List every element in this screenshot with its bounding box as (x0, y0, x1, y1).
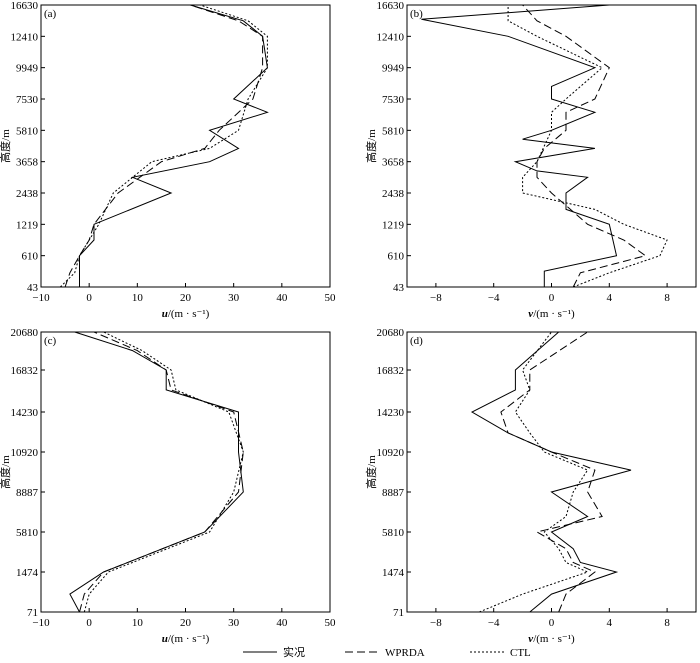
y-tick-label: 1474 (382, 567, 405, 579)
y-tick-label: 610 (388, 251, 405, 263)
y-tick-label: 10920 (11, 447, 39, 459)
y-tick-label: 5810 (382, 527, 405, 539)
y-tick-label: 16832 (377, 365, 405, 377)
y-tick-label: 20680 (377, 327, 405, 339)
series-line-dotted (83, 331, 244, 613)
x-tick-label: −10 (32, 617, 50, 629)
y-tick-label: 16630 (11, 0, 39, 12)
y-tick-label: 5810 (16, 527, 39, 539)
plot-frame (40, 4, 331, 288)
panel-label: (a) (44, 8, 57, 20)
y-tick-label: 5810 (382, 125, 405, 137)
y-tick-label: 1474 (16, 567, 39, 579)
series-line-dashed (64, 4, 264, 288)
x-tick-label: 4 (607, 617, 613, 629)
y-axis-title: 高度/m (0, 129, 12, 163)
x-axis-title: v/(m · s⁻¹) (528, 633, 575, 645)
panel-3: −8 −4 0 4 8 71 1474 5810 8887 10920 14230 16832 2068… (364, 327, 697, 645)
series-line-solid (79, 4, 269, 287)
x-tick-label: −8 (430, 617, 442, 629)
series-line-dashed (500, 331, 603, 613)
y-tick-label: 43 (27, 282, 39, 294)
legend: 实况 WPRDA CTL (243, 645, 531, 659)
x-axis-title: v/(m · s⁻¹) (528, 308, 575, 320)
x-tick-label: 4 (607, 292, 613, 304)
x-tick-label: −4 (488, 292, 500, 304)
x-tick-label: 20 (180, 292, 192, 304)
plot-frame (406, 331, 697, 613)
x-tick-label: −8 (430, 292, 442, 304)
y-tick-label: 9949 (382, 63, 405, 75)
x-tick-label: 0 (549, 292, 555, 304)
y-tick-label: 20680 (11, 327, 39, 339)
x-tick-label: 10 (132, 617, 144, 629)
y-tick-label: 12410 (377, 31, 405, 43)
panel-label: (b) (410, 8, 423, 20)
y-tick-label: 8887 (382, 487, 405, 499)
y-tick-label: 16832 (11, 365, 39, 377)
x-tick-label: 30 (228, 292, 240, 304)
legend-label: WPRDA (385, 647, 425, 659)
legend-label: CTL (510, 647, 531, 659)
x-tick-label: 40 (276, 292, 288, 304)
x-tick-label: 50 (325, 292, 337, 304)
y-tick-label: 9949 (16, 63, 39, 75)
x-tick-label: 0 (86, 617, 92, 629)
plot-frame (406, 4, 697, 288)
x-tick-label: −10 (32, 292, 50, 304)
plot-frame (40, 331, 331, 613)
y-tick-label: 7530 (382, 94, 405, 106)
y-tick-label: 16630 (377, 0, 405, 12)
x-tick-label: 0 (86, 292, 92, 304)
series-line-solid (470, 331, 632, 613)
x-axis-title: u/(m · s⁻¹) (162, 633, 210, 645)
x-tick-label: 20 (180, 617, 192, 629)
y-tick-label: 1219 (16, 219, 39, 231)
y-tick-label: 610 (22, 251, 39, 263)
y-tick-label: 8887 (16, 487, 39, 499)
series-line-dashed (522, 4, 647, 288)
panel-1: −8 −4 0 4 8 43 610 1219 2438 3658 5810 7530 9949 1241… (364, 0, 697, 320)
y-tick-label: 1219 (382, 219, 405, 231)
y-tick-label: 7530 (16, 94, 39, 106)
legend-label: 实况 (283, 645, 305, 659)
y-tick-label: 2438 (16, 188, 39, 200)
series-line-dashed (79, 331, 244, 613)
y-tick-label: 2438 (382, 188, 405, 200)
panel-0: −10 0 10 20 30 40 50 43 610 1219 2438 3658 5810 7530 9… (0, 0, 336, 320)
x-tick-label: −4 (488, 617, 500, 629)
series-line-dotted (59, 4, 268, 288)
y-tick-label: 43 (393, 282, 405, 294)
panel-2: −10 0 10 20 30 40 50 71 1474 5810 8887 10920 14230 16… (0, 327, 336, 645)
panel-label: (c) (44, 335, 57, 347)
y-tick-label: 71 (27, 607, 38, 619)
x-tick-label: 0 (549, 617, 555, 629)
y-axis-title: 高度/m (0, 455, 12, 489)
x-tick-label: 50 (325, 617, 337, 629)
series-line-solid (69, 331, 244, 613)
x-tick-label: 40 (276, 617, 288, 629)
series-line-dotted (507, 5, 668, 288)
x-tick-label: 30 (228, 617, 240, 629)
y-axis-title: 高度/m (364, 129, 378, 163)
y-tick-label: 3658 (382, 157, 405, 169)
x-tick-label: 8 (664, 292, 670, 304)
y-tick-label: 3658 (16, 157, 39, 169)
series-line-dotted (479, 331, 589, 613)
y-tick-label: 71 (393, 607, 404, 619)
x-tick-label: 10 (132, 292, 144, 304)
y-tick-label: 12410 (11, 31, 39, 43)
y-axis-title: 高度/m (364, 455, 378, 489)
y-tick-label: 14230 (11, 407, 39, 419)
y-tick-label: 14230 (377, 407, 405, 419)
y-tick-label: 5810 (16, 125, 39, 137)
x-axis-title: u/(m · s⁻¹) (162, 308, 210, 320)
panel-label: (d) (410, 335, 423, 347)
y-tick-label: 10920 (377, 447, 405, 459)
x-tick-label: 8 (664, 617, 670, 629)
series-line-solid (421, 4, 618, 287)
